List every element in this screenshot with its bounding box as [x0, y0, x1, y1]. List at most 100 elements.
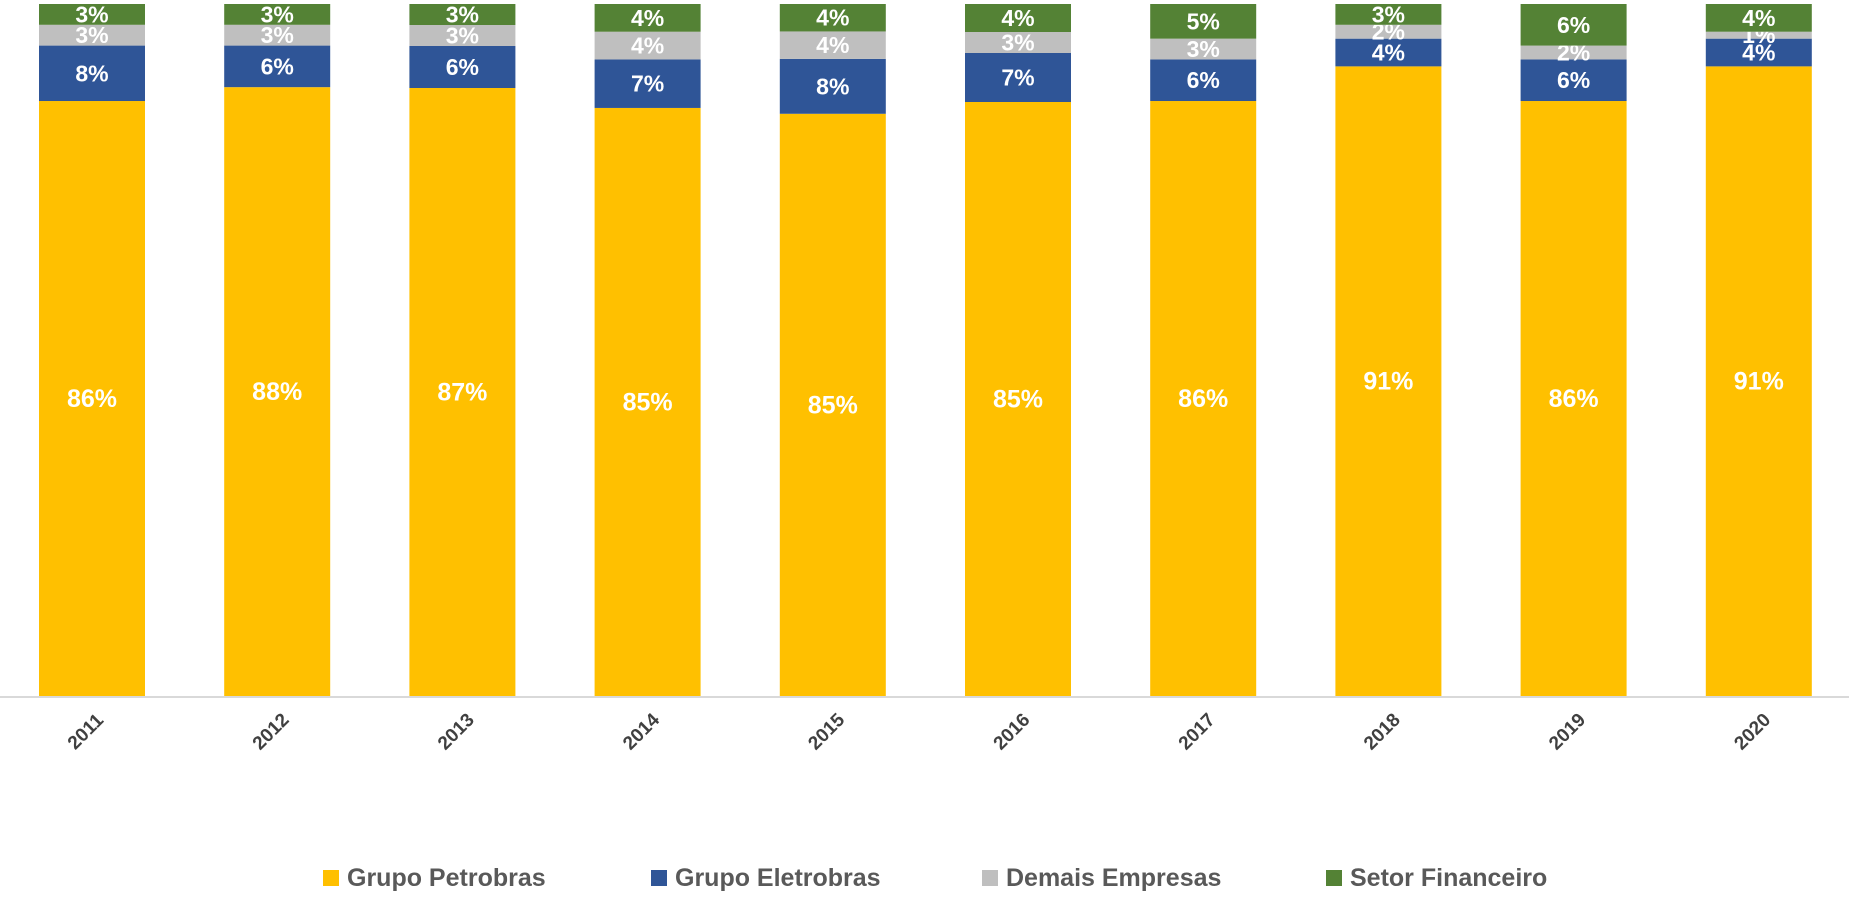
bar-segment: [1520, 59, 1627, 102]
bar-segment: [779, 113, 886, 698]
bar-segment: [39, 45, 145, 102]
bar-segment: [594, 31, 701, 60]
data-label: 6%: [446, 54, 479, 80]
x-tick-label: 2015: [804, 709, 849, 754]
bar-segment: [1520, 101, 1627, 697]
data-label: 4%: [816, 32, 849, 58]
bar-segment: [1150, 4, 1257, 39]
data-label: 6%: [1187, 67, 1220, 93]
legend-item: Demais Empresas: [982, 860, 1221, 896]
legend-swatch: [323, 870, 339, 886]
x-tick-label: 2013: [434, 710, 479, 755]
x-axis-ticks: 2011 2012 2013 2014 2015 2016 2017 2018 2019 2020: [64, 709, 1775, 754]
data-label: 4%: [631, 33, 664, 59]
x-tick-label: 2014: [619, 709, 664, 754]
legend-label: Grupo Eletrobras: [675, 863, 881, 892]
bar-segment: [779, 4, 886, 32]
x-tick-label: 2011: [64, 710, 108, 754]
bar-segment: [1335, 66, 1442, 698]
legend-label: Grupo Petrobras: [347, 863, 546, 892]
bar-segment: [224, 87, 331, 697]
x-tick-label: 2017: [1175, 710, 1220, 755]
data-label: 86%: [1549, 385, 1599, 413]
legend-item: Grupo Eletrobras: [651, 860, 881, 896]
x-tick-label: 2019: [1545, 710, 1590, 755]
legend: Grupo Petrobras Grupo Eletrobras Demais Em…: [0, 860, 1849, 900]
data-label: 7%: [631, 71, 664, 97]
data-label: 3%: [446, 2, 479, 28]
bar-segment: [409, 4, 516, 25]
data-label: 85%: [623, 388, 673, 416]
data-label: 8%: [75, 60, 108, 86]
data-label: 87%: [437, 379, 487, 407]
x-tick-label: 2018: [1360, 710, 1405, 755]
data-label: 3%: [261, 22, 294, 48]
data-label: 3%: [75, 1, 108, 27]
data-label: 8%: [816, 73, 849, 99]
data-label: 6%: [261, 53, 294, 79]
bar-segment: [1705, 4, 1812, 32]
bar-segment: [779, 58, 886, 114]
data-label: 3%: [1001, 30, 1034, 56]
data-label: 85%: [808, 391, 858, 419]
legend-label: Setor Financeiro: [1350, 863, 1548, 892]
data-label: 5%: [1187, 8, 1220, 34]
data-label: 6%: [1557, 12, 1590, 38]
bar-segment: [1705, 31, 1812, 39]
data-label: 91%: [1363, 368, 1413, 396]
bar-segment: [1520, 45, 1627, 60]
bar-segment: [1150, 59, 1257, 102]
bar-segment: [1150, 101, 1257, 697]
data-label: 4%: [631, 5, 664, 31]
x-tick-label: 2020: [1730, 710, 1775, 755]
data-label: 4%: [1742, 40, 1775, 66]
x-tick-label: 2012: [249, 710, 294, 755]
bar-segment: [224, 4, 331, 25]
legend-swatch: [982, 870, 998, 886]
bar-segment: [965, 4, 1071, 32]
bar-segment: [1705, 38, 1812, 67]
data-label: 3%: [446, 23, 479, 49]
bars-group: 86%8%3%3%88%6%3%3%87%6%3%3%85%7%4%4%85%8…: [39, 1, 1812, 698]
bar-segment: [965, 102, 1071, 697]
legend-item: Grupo Petrobras: [323, 860, 546, 896]
bar-segment: [224, 45, 331, 88]
legend-swatch: [1326, 870, 1342, 886]
bar-segment: [1705, 66, 1812, 698]
bar-segment: [39, 4, 145, 25]
data-label: 3%: [1372, 1, 1405, 27]
data-label: 86%: [1178, 385, 1228, 413]
bar-segment: [1520, 4, 1627, 46]
bar-segment: [409, 88, 516, 697]
bar-segment: [594, 4, 701, 32]
bar-segment: [965, 32, 1071, 53]
data-label: 7%: [1001, 65, 1034, 91]
legend-item: Setor Financeiro: [1326, 860, 1547, 896]
bar-segment: [1335, 4, 1442, 25]
data-label: 88%: [252, 378, 302, 406]
bar-segment: [594, 107, 701, 697]
data-label: 4%: [1742, 5, 1775, 31]
bar-segment: [965, 53, 1071, 102]
data-label: 86%: [67, 385, 117, 413]
bar-segment: [594, 59, 701, 108]
bar-segment: [779, 31, 886, 59]
data-label: 4%: [1372, 40, 1405, 66]
legend-swatch: [651, 870, 667, 886]
data-label: 4%: [816, 5, 849, 31]
x-tick-label: 2016: [990, 710, 1035, 755]
data-label: 3%: [261, 1, 294, 27]
data-label: 85%: [993, 386, 1043, 414]
legend-label: Demais Empresas: [1006, 863, 1222, 892]
data-label: 6%: [1557, 67, 1590, 93]
bar-segment: [1150, 38, 1257, 60]
bar-segment: [409, 46, 516, 88]
bar-segment: [39, 101, 145, 697]
data-label: 3%: [1187, 36, 1220, 62]
bar-segment: [409, 25, 516, 46]
data-label: 4%: [1001, 5, 1034, 31]
bar-segment: [224, 24, 331, 46]
bar-segment: [39, 24, 145, 46]
bar-segment: [1335, 24, 1442, 39]
